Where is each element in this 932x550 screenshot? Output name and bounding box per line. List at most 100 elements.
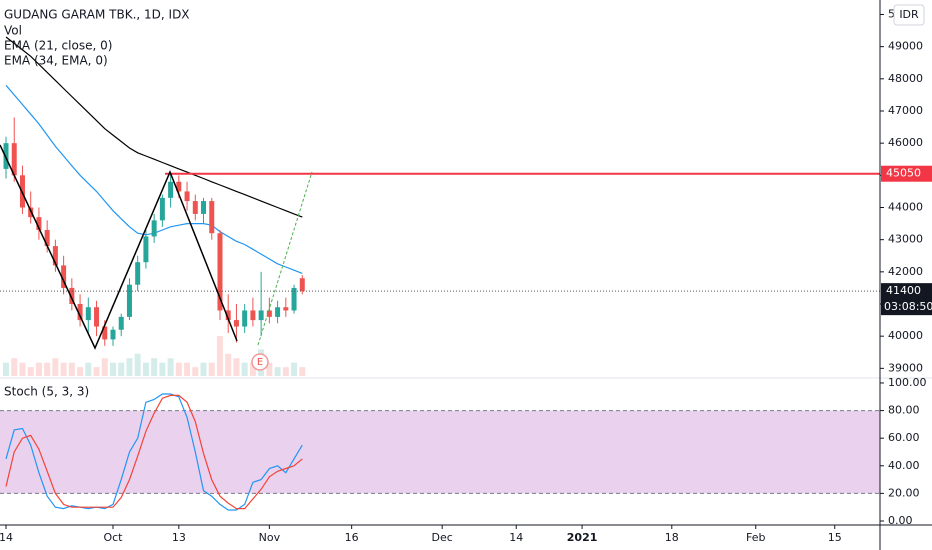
candle-body bbox=[3, 143, 9, 169]
level-badge bbox=[881, 165, 932, 182]
volume-bar bbox=[282, 367, 289, 376]
stoch-line bbox=[5, 394, 303, 510]
candle-body bbox=[209, 201, 215, 234]
candle-body bbox=[151, 220, 157, 237]
x-tick-label: Feb bbox=[746, 531, 765, 544]
y-tick-label: 46000 bbox=[888, 136, 923, 149]
volume-bar bbox=[52, 358, 59, 376]
volume-bar bbox=[241, 362, 248, 376]
currency-button[interactable] bbox=[893, 4, 925, 26]
candle-body bbox=[69, 287, 75, 305]
candle-body bbox=[250, 310, 256, 321]
x-tick-label: 13 bbox=[172, 531, 186, 544]
candle-body bbox=[135, 262, 141, 285]
zigzag-drawing bbox=[0, 144, 238, 350]
candle-body bbox=[52, 246, 58, 266]
candle-body bbox=[233, 320, 239, 327]
volume-bar bbox=[60, 362, 67, 376]
candle-body bbox=[11, 143, 17, 176]
volume-bar bbox=[44, 362, 51, 376]
candle-body bbox=[110, 329, 116, 340]
y-tick-label: 40000 bbox=[888, 329, 923, 342]
ema-line bbox=[5, 36, 303, 218]
y-tick-label: 43000 bbox=[888, 233, 923, 246]
volume-bar bbox=[184, 362, 191, 376]
candle-body bbox=[143, 236, 149, 263]
volume-bar bbox=[216, 336, 223, 376]
volume-bar bbox=[291, 362, 298, 376]
y-tick-label: 47000 bbox=[888, 104, 923, 117]
volume-bar bbox=[11, 358, 18, 376]
legend-volume: Vol bbox=[4, 24, 22, 38]
volume-bar bbox=[35, 362, 42, 376]
volume-bar bbox=[118, 362, 125, 376]
volume-bar bbox=[101, 358, 108, 376]
volume-bar bbox=[3, 362, 10, 376]
volume-bar bbox=[208, 362, 215, 376]
candle-body bbox=[225, 310, 231, 321]
volume-bar bbox=[200, 362, 207, 376]
candle-body bbox=[275, 307, 281, 317]
x-tick-label: Nov bbox=[259, 531, 281, 544]
candle-body bbox=[77, 304, 83, 321]
y-tick-label: 42000 bbox=[888, 265, 923, 278]
volume-bar bbox=[167, 358, 174, 376]
candle-body bbox=[258, 310, 264, 321]
y-tick-label: 44000 bbox=[888, 200, 923, 213]
last-price-label: 41400 bbox=[886, 284, 921, 297]
y-tick-label: 0.00 bbox=[888, 514, 913, 527]
volume-bar bbox=[225, 353, 232, 376]
y-tick-label: 20.00 bbox=[888, 486, 920, 499]
candle-body bbox=[299, 278, 305, 292]
volume-bar bbox=[175, 362, 182, 376]
volume-bar bbox=[299, 367, 306, 376]
volume-bar bbox=[134, 353, 141, 376]
volume-bar bbox=[27, 367, 34, 376]
earnings-marker[interactable]: E bbox=[257, 357, 263, 368]
volume-bar bbox=[85, 362, 92, 376]
y-tick-label: 39000 bbox=[888, 361, 923, 374]
legend-ema21: EMA (21, close, 0) bbox=[4, 39, 112, 53]
volume-bar bbox=[192, 367, 199, 376]
volume-bar bbox=[249, 362, 256, 376]
candle-body bbox=[266, 310, 272, 317]
y-tick-label: 40.00 bbox=[888, 459, 920, 472]
y-tick-label: 48000 bbox=[888, 72, 923, 85]
candle-body bbox=[283, 307, 289, 311]
x-tick-label: 18 bbox=[665, 531, 679, 544]
earnings-icon[interactable] bbox=[251, 353, 269, 371]
level-label: 45050 bbox=[886, 167, 921, 180]
x-tick-label: Oct bbox=[103, 531, 123, 544]
volume-bar bbox=[19, 362, 26, 376]
x-tick-label: 14 bbox=[509, 531, 523, 544]
y-tick-label: 100.00 bbox=[888, 376, 927, 389]
y-tick-label: 60.00 bbox=[888, 431, 920, 444]
candle-body bbox=[184, 191, 190, 202]
candle-body bbox=[44, 230, 50, 247]
candle-body bbox=[192, 201, 198, 214]
x-tick-label: 16 bbox=[345, 531, 359, 544]
candle-body bbox=[36, 217, 42, 231]
volume-bar bbox=[126, 358, 133, 376]
x-tick-label: 15 bbox=[828, 531, 842, 544]
candle-body bbox=[168, 181, 174, 198]
volume-bar bbox=[274, 367, 281, 376]
volume-bar bbox=[159, 362, 166, 376]
volume-bar bbox=[93, 367, 100, 376]
trend-drawing bbox=[257, 171, 313, 346]
stoch-title: Stoch (5, 3, 3) bbox=[4, 385, 89, 399]
candle-body bbox=[85, 307, 91, 321]
candle-body bbox=[201, 201, 207, 214]
x-tick-label: 14 bbox=[0, 531, 13, 544]
x-tick-label: Dec bbox=[432, 531, 453, 544]
volume-bar bbox=[266, 362, 273, 376]
x-tick-label: 2021 bbox=[567, 531, 598, 544]
candle-body bbox=[102, 326, 108, 340]
last-price-badge bbox=[881, 283, 932, 316]
currency[interactable]: IDR bbox=[899, 8, 919, 21]
chart-title: GUDANG GARAM TBK., 1D, IDX bbox=[4, 8, 190, 22]
y-tick-label: 80.00 bbox=[888, 404, 920, 417]
candle-body bbox=[242, 310, 248, 327]
volume-bar bbox=[77, 367, 84, 376]
volume-bar bbox=[109, 362, 116, 376]
